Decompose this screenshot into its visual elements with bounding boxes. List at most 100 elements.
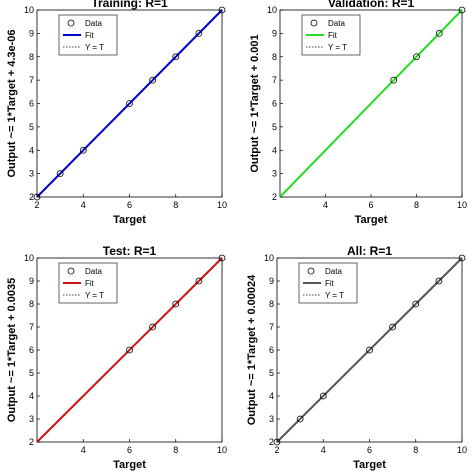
legend: Data Fit Y = T — [58, 14, 118, 56]
x-tick-label: 4 — [323, 200, 328, 210]
legend-entry: Data — [325, 267, 342, 276]
y-tick-label: 7 — [29, 322, 34, 332]
data-point — [319, 392, 327, 400]
x-tick-label: 6 — [368, 200, 373, 210]
x-tick-label: 10 — [217, 445, 227, 455]
data-point — [413, 53, 420, 61]
y-tick-label: 5 — [272, 122, 277, 132]
y-tick-label: 9 — [29, 276, 34, 286]
data-point — [172, 300, 180, 308]
fit-line — [36, 257, 223, 443]
y-tick-label: 2 — [29, 192, 34, 202]
y-tick-label: 8 — [269, 299, 274, 309]
y-tick-label: 5 — [29, 122, 34, 132]
chart-panel-4: 2 4 6 8 10 2 3 4 5 6 7 8 9 10 All: R=1 Target Output ~= … — [246, 244, 467, 471]
data-point — [218, 6, 226, 14]
x-tick-label: 2 — [274, 445, 279, 455]
chart-panel-2: 4 6 8 10 2 3 4 5 6 7 8 9 10 Validation: R=1 Target Outp… — [249, 0, 467, 226]
fit-line — [36, 9, 223, 198]
data-point — [390, 76, 398, 84]
y-tick-label: 10 — [24, 5, 34, 15]
legend-entry: Fit — [325, 279, 335, 288]
chart-title: Test: R=1 — [103, 244, 157, 258]
y-tick-label: 4 — [29, 391, 34, 401]
y-tick-label: 5 — [269, 368, 274, 378]
fit-line — [276, 257, 463, 443]
data-point — [296, 415, 304, 423]
y-tick-label: 3 — [29, 169, 34, 179]
y-tick-label: 2 — [269, 437, 274, 447]
y-axis-label: Output ~= 1*Target + 0.0035 — [6, 278, 18, 422]
chart-panel-3: 4 6 8 10 2 3 4 5 6 7 8 9 10 Test: R=1 Target Output ~= … — [6, 244, 227, 471]
x-tick-label: 10 — [457, 200, 467, 210]
legend-data-marker — [310, 19, 318, 27]
data-point — [458, 254, 466, 262]
x-tick-label: 10 — [217, 200, 227, 210]
data-point — [126, 346, 133, 354]
legend-entry: Data — [85, 267, 102, 276]
data-point — [56, 170, 64, 178]
y-tick-label: 3 — [272, 169, 277, 179]
y-tick-label: 8 — [29, 299, 34, 309]
y-tick-label: 9 — [29, 28, 34, 38]
x-tick-label: 10 — [457, 445, 467, 455]
data-point — [172, 53, 180, 61]
data-point — [412, 300, 420, 308]
x-axis-label: Target — [353, 459, 386, 471]
chart-title: Training: R=1 — [91, 0, 168, 10]
legend: Data Fit Y = T — [301, 14, 361, 56]
chart-title: All: R=1 — [347, 244, 392, 258]
y-tick-label: 9 — [272, 28, 277, 38]
y-tick-label: 4 — [269, 391, 274, 401]
y-tick-label: 2 — [29, 437, 34, 447]
data-point — [149, 76, 157, 84]
y-tick-label: 6 — [29, 99, 34, 109]
legend-data-marker — [67, 267, 75, 275]
legend-data-marker — [307, 267, 315, 275]
legend-entry: Fit — [85, 279, 95, 288]
x-tick-label: 2 — [34, 200, 39, 210]
legend-entry: Y = T — [328, 43, 347, 52]
y-tick-label: 8 — [272, 52, 277, 62]
y-tick-label: 3 — [269, 414, 274, 424]
y-axis-label: Output ~= 1*Target + 0.001 — [249, 34, 261, 172]
legend-entry: Y = T — [85, 43, 104, 52]
data-point — [195, 277, 203, 285]
x-tick-label: 8 — [173, 200, 178, 210]
x-axis-label: Target — [113, 214, 146, 226]
y-axis-label: Output ~= 1*Target + 4.3e-06 — [6, 29, 18, 177]
y-axis-label: Output ~= 1*Target + 0.00024 — [246, 274, 258, 425]
x-tick-label: 8 — [414, 200, 419, 210]
x-tick-label: 8 — [173, 445, 178, 455]
data-point — [79, 146, 87, 154]
x-axis-label: Target — [355, 214, 388, 226]
x-tick-label: 4 — [81, 445, 86, 455]
y-tick-label: 2 — [272, 192, 277, 202]
x-tick-label: 6 — [127, 445, 132, 455]
legend-entry: Fit — [85, 31, 95, 40]
x-tick-label: 6 — [367, 445, 372, 455]
data-point — [435, 29, 443, 37]
legend-entry: Data — [85, 19, 102, 28]
legend-entry: Y = T — [85, 291, 104, 300]
x-tick-label: 4 — [81, 200, 86, 210]
y-tick-label: 4 — [29, 145, 34, 155]
y-tick-label: 4 — [272, 145, 277, 155]
data-point — [126, 100, 133, 107]
data-point — [458, 6, 466, 14]
y-tick-label: 9 — [269, 276, 274, 286]
x-tick-label: 8 — [413, 445, 418, 455]
legend-entry: Fit — [328, 31, 338, 40]
y-tick-label: 10 — [267, 5, 277, 15]
data-point — [389, 323, 397, 331]
fit-line — [279, 9, 463, 198]
y-tick-label: 7 — [272, 75, 277, 85]
chart-panel-1: 2 4 6 8 10 2 3 4 5 6 7 8 9 10 Training: R=1 Target Outpu… — [6, 0, 227, 226]
y-tick-label: 6 — [269, 345, 274, 355]
data-point — [195, 29, 203, 37]
chart-title: Validation: R=1 — [328, 0, 415, 10]
legend-entry: Data — [328, 19, 345, 28]
legend-data-marker — [67, 19, 75, 27]
x-axis-label: Target — [113, 459, 146, 471]
